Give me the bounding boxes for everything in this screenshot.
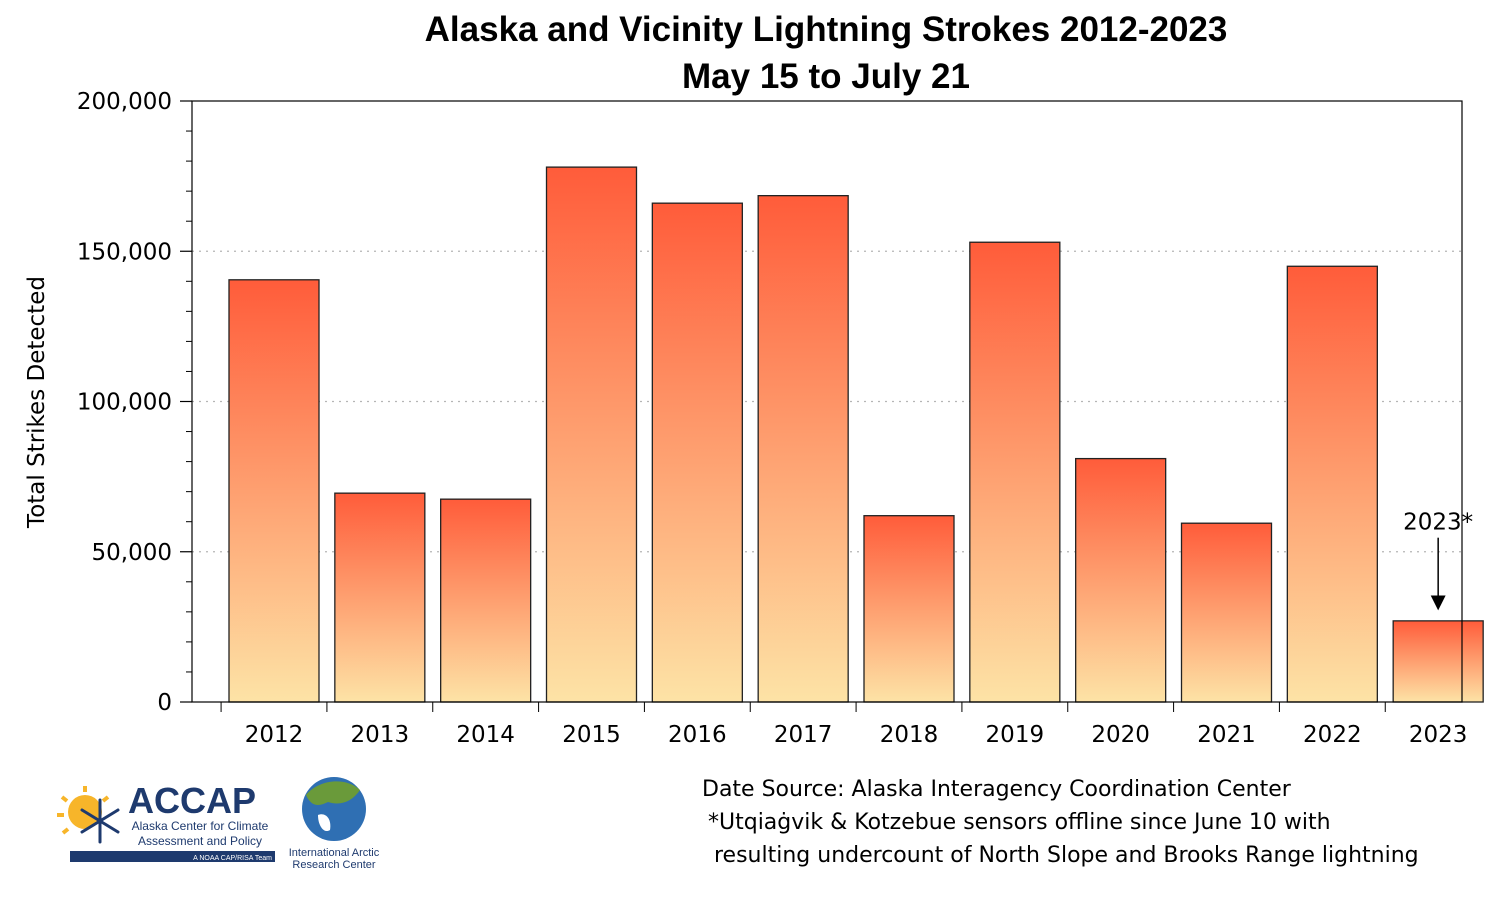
bar-2022 [1286,265,1378,703]
x-tick-label: 2017 [774,722,833,748]
y-tick-label: 150,000 [77,239,172,265]
iarc-line1: International Arctic [289,847,380,859]
chart-subtitle: May 15 to July 21 [682,57,970,96]
footnote-line2: resulting undercount of North Slope and … [714,843,1419,868]
bar-2013 [334,492,426,703]
bar-2015 [545,166,638,703]
y-tick-label: 0 [157,690,172,716]
x-tick-label: 2019 [986,722,1045,748]
x-tick-label: 2013 [351,722,410,748]
x-tick-label: 2014 [456,722,515,748]
y-tick-label: 50,000 [92,540,172,566]
accap-tagline: A NOAA CAP/RISA Team [193,855,272,862]
bar-2021 [1180,522,1273,703]
bar-2016 [651,202,743,703]
bar-2014 [440,498,532,703]
x-tick-label: 2016 [668,722,727,748]
bar-2012 [228,279,320,703]
bar-2017 [757,195,849,703]
bar-2018 [863,515,955,703]
annotation: 2023* [1403,510,1473,611]
y-tick-label: 100,000 [77,390,172,416]
x-tick-label: 2018 [880,722,939,748]
accap-line1: Alaska Center for Climate [132,819,269,833]
footnote-line1: *Utqiaġvik & Kotzebue sensors offline si… [708,810,1331,835]
accap-line2: Assessment and Policy [138,834,262,848]
annotation-label: 2023* [1403,510,1473,536]
source-note: Date Source: Alaska Interagency Coordina… [702,777,1291,802]
accap-name: ACCAP [128,780,256,821]
x-tick-label: 2020 [1091,722,1150,748]
y-axis-label: Total Strikes Detected [24,276,50,529]
x-tick-label: 2015 [562,722,621,748]
bar-2023 [1392,620,1484,703]
y-tick-label: 200,000 [77,89,172,115]
accap-logo: ACCAP Alaska Center for Climate Assessme… [57,780,275,862]
snowflake-icon [80,798,120,844]
x-tick-label: 2023 [1409,722,1468,748]
x-tick-label: 2021 [1197,722,1256,748]
iarc-logo: International Arctic Research Center [289,777,380,871]
axes: 0 50,000 100,000 150,000 200,000 2012 2013 2014… [77,89,1468,748]
chart-title: Alaska and Vicinity Lightning Strokes 20… [424,10,1228,49]
x-tick-label: 2022 [1303,722,1362,748]
iarc-line2: Research Center [292,859,375,871]
bar-2020 [1075,457,1167,703]
x-tick-label: 2012 [245,722,304,748]
bars [228,166,1484,703]
bar-2019 [969,241,1061,703]
accap-band [70,851,275,862]
